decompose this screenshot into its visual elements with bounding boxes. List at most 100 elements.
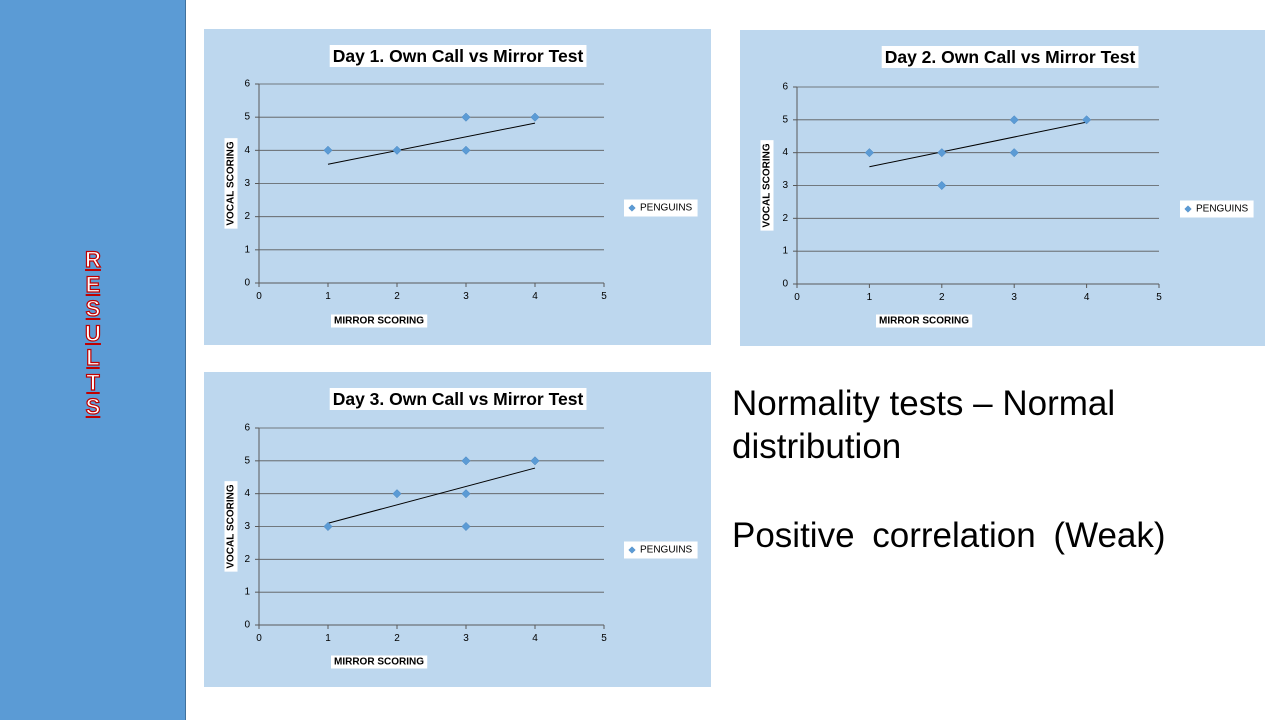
- x-axis-label: MIRROR SCORING: [334, 657, 424, 668]
- x-axis-label: MIRROR SCORING: [879, 316, 969, 327]
- y-tick-label: 0: [244, 278, 250, 289]
- x-tick-label: 2: [394, 633, 400, 644]
- x-axis-label-background: [331, 314, 428, 328]
- y-tick-label: 4: [244, 145, 250, 156]
- results-letter: S: [85, 394, 101, 419]
- y-axis-label-background: [224, 481, 238, 572]
- chart-title-background: [881, 46, 1139, 68]
- trendline: [327, 122, 536, 165]
- results-notes: Normality tests – Normal distribution Po…: [732, 382, 1252, 557]
- chart-title: Day 2. Own Call vs Mirror Test: [885, 47, 1136, 67]
- y-axis-label-background: [224, 138, 238, 229]
- y-tick-label: 2: [782, 213, 788, 224]
- trendline: [327, 467, 536, 524]
- normality-note: Normality tests – Normal distribution: [732, 384, 1116, 466]
- y-axis-label: VOCAL SCORING: [226, 141, 237, 225]
- results-letter: R: [84, 247, 101, 272]
- chart-svg: 0 1 2 3 4 5 6 0 1 2 3 4 5 Day 3. Own Call vs Mirror T…: [204, 372, 711, 687]
- legend-background: [624, 541, 698, 559]
- results-sidebar: R E S U L T S: [0, 0, 186, 720]
- legend: PENGUINS: [624, 541, 698, 559]
- legend: PENGUINS: [624, 199, 698, 217]
- data-point: [461, 489, 471, 499]
- day3-scatter-chart: 0 1 2 3 4 5 6 0 1 2 3 4 5 Day 3. Own Call vs Mirror T…: [204, 372, 711, 687]
- x-tick-label: 1: [867, 292, 873, 303]
- y-tick-label: 6: [782, 82, 788, 93]
- y-axis-label: VOCAL SCORING: [762, 143, 773, 227]
- data-point: [392, 489, 402, 499]
- day2-scatter-chart: 0 1 2 3 4 5 6 0 1 2 3 4 5 Day 2. Own Call vs Mirror T…: [740, 30, 1265, 346]
- y-tick-label: 5: [782, 114, 788, 125]
- legend-label: PENGUINS: [640, 545, 693, 556]
- chart-svg: 0 1 2 3 4 5 6 0 1 2 3 4 5 Day 1. Own Call vs Mirror T…: [204, 29, 711, 345]
- x-tick-label: 3: [463, 291, 469, 302]
- y-axis-label-group: VOCAL SCORING: [224, 481, 238, 572]
- data-point: [937, 180, 947, 191]
- y-tick-label: 4: [782, 147, 788, 158]
- y-tick-label: 3: [782, 180, 788, 191]
- x-axis-label-background: [876, 314, 973, 328]
- x-tick-label: 1: [325, 291, 331, 302]
- y-tick-label: 3: [244, 521, 250, 532]
- y-tick-label: 1: [244, 587, 250, 598]
- y-axis-label: VOCAL SCORING: [226, 484, 237, 568]
- y-tick-label: 2: [244, 554, 250, 565]
- day1-scatter-chart: 0 1 2 3 4 5 6 0 1 2 3 4 5 Day 1. Own Call vs Mirror T…: [204, 29, 711, 345]
- legend-marker: [628, 204, 636, 212]
- legend-marker: [1184, 205, 1192, 213]
- legend-background: [624, 199, 698, 217]
- chart-title: Day 3. Own Call vs Mirror Test: [333, 389, 584, 409]
- x-tick-label: 4: [532, 291, 538, 302]
- chart-background: [204, 29, 711, 345]
- data-point: [323, 521, 333, 532]
- y-tick-label: 1: [244, 244, 250, 255]
- x-axis-label: MIRROR SCORING: [334, 316, 424, 327]
- results-letter: U: [84, 320, 101, 346]
- x-tick-label: 4: [532, 633, 538, 644]
- legend-label: PENGUINS: [1196, 204, 1249, 215]
- data-point: [461, 112, 471, 122]
- y-tick-label: 0: [782, 279, 788, 290]
- legend-marker: [628, 546, 636, 554]
- x-tick-label: 1: [325, 633, 331, 644]
- x-tick-label: 4: [1084, 292, 1090, 303]
- chart-svg: 0 1 2 3 4 5 6 0 1 2 3 4 5 Day 2. Own Call vs Mirror T…: [740, 30, 1265, 346]
- data-point: [323, 145, 333, 155]
- chart-background: [204, 372, 711, 687]
- y-tick-label: 6: [244, 79, 250, 90]
- y-tick-label: 0: [244, 620, 250, 631]
- chart-background: [740, 30, 1265, 346]
- x-tick-label: 0: [794, 292, 800, 303]
- x-axis-label-group: MIRROR SCORING: [876, 314, 973, 328]
- correlation-note: Positive correlation (Weak): [732, 516, 1166, 555]
- x-tick-label: 2: [394, 291, 400, 302]
- x-tick-label: 3: [1011, 292, 1017, 303]
- chart-title-group: Day 1. Own Call vs Mirror Test: [329, 45, 587, 67]
- chart-title-group: Day 3. Own Call vs Mirror Test: [329, 388, 587, 410]
- results-letter: E: [85, 271, 101, 297]
- chart-title-background: [329, 45, 587, 67]
- legend-background: [1180, 200, 1254, 218]
- data-point: [530, 112, 540, 122]
- data-point: [937, 148, 947, 158]
- y-axis-label-group: VOCAL SCORING: [224, 138, 238, 229]
- legend: PENGUINS: [1180, 200, 1254, 218]
- data-point: [461, 456, 471, 466]
- data-point: [461, 145, 471, 155]
- results-letter: S: [85, 296, 101, 321]
- y-axis-label-group: VOCAL SCORING: [760, 140, 774, 231]
- x-axis-label-background: [331, 655, 428, 669]
- y-tick-label: 3: [244, 178, 250, 189]
- y-tick-label: 1: [782, 246, 788, 257]
- x-tick-label: 0: [256, 291, 262, 302]
- data-point: [461, 521, 471, 532]
- trendline: [869, 121, 1087, 168]
- chart-title: Day 1. Own Call vs Mirror Test: [333, 46, 584, 66]
- legend-label: PENGUINS: [640, 203, 693, 214]
- data-point: [1009, 148, 1019, 158]
- y-tick-label: 6: [244, 423, 250, 434]
- y-tick-label: 4: [244, 488, 250, 499]
- x-axis-label-group: MIRROR SCORING: [331, 314, 428, 328]
- chart-title-group: Day 2. Own Call vs Mirror Test: [881, 46, 1139, 68]
- y-tick-label: 5: [244, 112, 250, 123]
